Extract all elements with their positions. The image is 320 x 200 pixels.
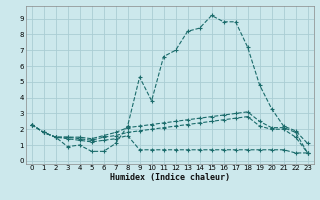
X-axis label: Humidex (Indice chaleur): Humidex (Indice chaleur) bbox=[109, 173, 230, 182]
